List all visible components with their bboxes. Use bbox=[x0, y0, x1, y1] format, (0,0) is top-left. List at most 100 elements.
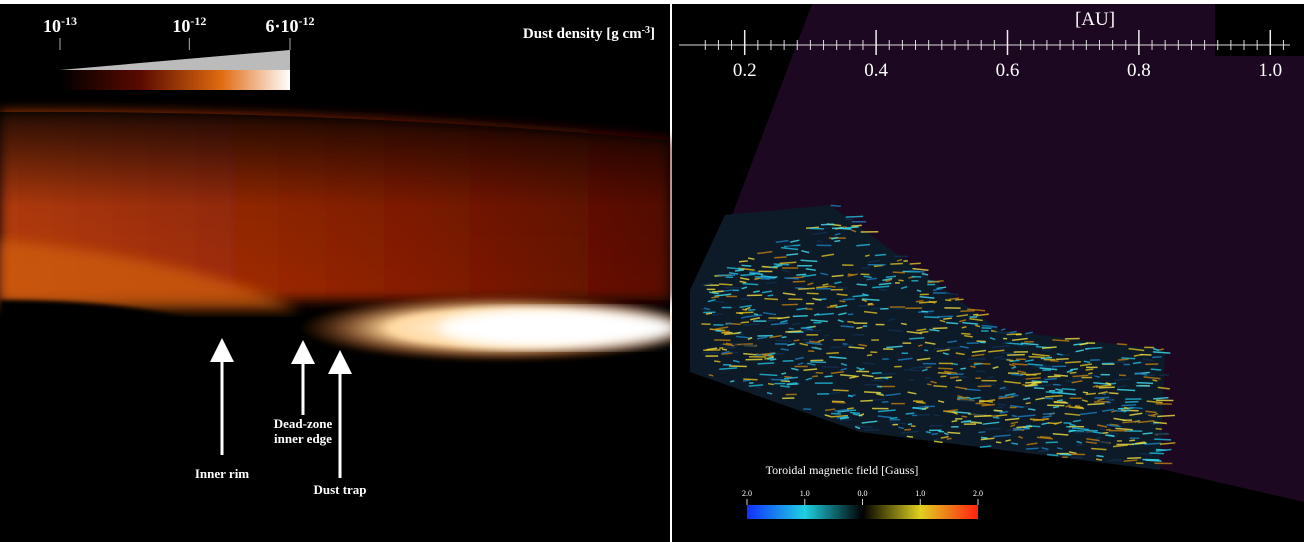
swirl bbox=[875, 254, 886, 255]
swirl bbox=[1127, 458, 1141, 459]
swirl bbox=[1155, 433, 1167, 434]
swirl bbox=[1025, 382, 1040, 383]
swirl bbox=[996, 442, 1001, 443]
swirl bbox=[1012, 415, 1017, 416]
page: {"left_panel": { "title": {"text": "Dust… bbox=[0, 0, 1304, 542]
swirl bbox=[825, 376, 833, 377]
swirl bbox=[960, 368, 965, 369]
swirl bbox=[741, 299, 751, 300]
swirl bbox=[1075, 432, 1093, 433]
swirl bbox=[910, 263, 921, 264]
swirl bbox=[1007, 360, 1014, 361]
swirl bbox=[1154, 439, 1171, 440]
swirl bbox=[1156, 429, 1162, 430]
swirl bbox=[921, 311, 927, 312]
swirl bbox=[1034, 388, 1044, 389]
swirl bbox=[826, 353, 838, 354]
swirl bbox=[741, 322, 749, 323]
swirl bbox=[793, 281, 805, 282]
swirl bbox=[843, 299, 855, 300]
swirl bbox=[721, 331, 729, 332]
swirl bbox=[847, 408, 854, 409]
swirl bbox=[1092, 442, 1110, 443]
swirl bbox=[947, 432, 960, 433]
swirl bbox=[740, 274, 755, 275]
swirl bbox=[856, 327, 862, 328]
annotation: Inner rim bbox=[195, 466, 249, 481]
swirl bbox=[741, 265, 751, 266]
mag-tick-label: 2.0 bbox=[742, 489, 752, 498]
swirl bbox=[985, 428, 1001, 429]
swirl bbox=[881, 373, 895, 374]
swirl bbox=[846, 219, 854, 220]
title-exp: -3 bbox=[642, 25, 650, 36]
swirl bbox=[781, 381, 790, 382]
swirl bbox=[830, 305, 837, 306]
swirl bbox=[798, 288, 815, 289]
swirl bbox=[1048, 423, 1057, 424]
swirl bbox=[766, 282, 777, 283]
swirl bbox=[908, 424, 912, 425]
swirl bbox=[909, 271, 925, 272]
swirl bbox=[1151, 369, 1161, 370]
swirl bbox=[843, 344, 848, 345]
swirl bbox=[743, 276, 747, 277]
swirl bbox=[768, 384, 774, 385]
title-tail: ] bbox=[650, 26, 655, 42]
swirl bbox=[837, 288, 848, 289]
figure: Dust density [g cm-3] Toroidal magnetic … bbox=[0, 0, 1304, 542]
swirl bbox=[825, 335, 829, 336]
mag-colorbar bbox=[747, 505, 978, 519]
swirl bbox=[719, 284, 733, 285]
swirl bbox=[706, 313, 712, 314]
swirl bbox=[1043, 413, 1055, 414]
swirl bbox=[831, 205, 841, 206]
swirl bbox=[864, 430, 879, 431]
axis-tick-label: 0.2 bbox=[733, 60, 757, 81]
swirl bbox=[774, 264, 789, 265]
axis-tick-label: 0.4 bbox=[864, 60, 888, 81]
swirl bbox=[890, 418, 898, 419]
swirl bbox=[993, 417, 999, 418]
swirl bbox=[946, 323, 958, 324]
swirl bbox=[1042, 350, 1050, 351]
swirl bbox=[1083, 392, 1088, 393]
swirl bbox=[893, 272, 905, 273]
annotation: Dust trap bbox=[313, 482, 366, 497]
swirl bbox=[828, 286, 835, 287]
swirl bbox=[945, 300, 951, 301]
title-text: Dust density [g cm bbox=[523, 26, 642, 42]
swirl bbox=[863, 363, 875, 364]
tick-exp: -12 bbox=[299, 14, 315, 28]
swirl bbox=[712, 291, 724, 292]
swirl bbox=[758, 363, 775, 364]
left-title: Dust density [g cm-3] bbox=[523, 25, 655, 43]
swirl bbox=[1029, 357, 1045, 358]
swirl bbox=[977, 341, 986, 342]
swirl bbox=[1059, 454, 1071, 455]
swirl bbox=[919, 332, 928, 333]
swirl bbox=[994, 332, 1010, 333]
swirl bbox=[833, 390, 849, 391]
swirl bbox=[1149, 453, 1164, 454]
swirl bbox=[960, 311, 974, 312]
swirl bbox=[743, 379, 757, 380]
swirl bbox=[1065, 362, 1081, 363]
swirl bbox=[1040, 437, 1051, 438]
swirl bbox=[1057, 400, 1063, 401]
swirl bbox=[858, 305, 870, 306]
swirl bbox=[1102, 433, 1108, 434]
swirl bbox=[926, 432, 931, 433]
swirl bbox=[1046, 392, 1059, 393]
swirl bbox=[739, 261, 748, 262]
swirl bbox=[974, 416, 991, 417]
swirl bbox=[1099, 387, 1115, 388]
swirl bbox=[748, 258, 754, 259]
swirl bbox=[735, 270, 744, 271]
swirl bbox=[771, 380, 788, 381]
swirl bbox=[848, 274, 854, 275]
mag-tick-label: 0.0 bbox=[858, 489, 868, 498]
swirl bbox=[962, 416, 968, 417]
swirl bbox=[978, 432, 985, 433]
swirl bbox=[1044, 379, 1057, 380]
